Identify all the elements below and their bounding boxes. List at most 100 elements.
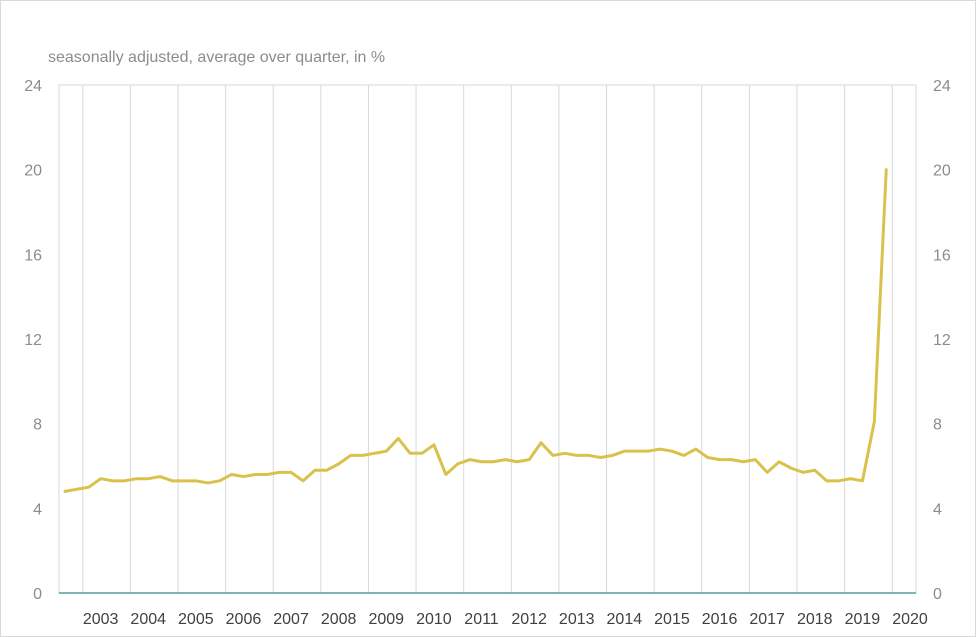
data-point: [563, 452, 567, 455]
data-point: [206, 481, 209, 485]
data-point: [147, 477, 150, 480]
data-point: [289, 471, 293, 474]
data-point: [706, 456, 709, 459]
data-point: [492, 460, 495, 463]
y-tick-right: 8: [933, 417, 942, 434]
data-point: [75, 488, 79, 491]
data-point: [694, 447, 697, 451]
y-tick-right: 4: [933, 501, 942, 518]
data-point: [599, 456, 602, 459]
data-point: [254, 473, 257, 476]
x-tick-label: 2012: [511, 611, 547, 628]
y-tick-right: 24: [933, 78, 951, 95]
data-point: [301, 479, 305, 483]
chart-subtitle: seasonally adjusted, average over quarte…: [48, 49, 385, 66]
data-point: [325, 469, 329, 472]
data-point: [516, 460, 519, 463]
data-point: [825, 479, 828, 483]
data-point: [837, 479, 840, 483]
x-tick-label: 2003: [83, 611, 119, 628]
x-tick-label: 2014: [607, 611, 643, 628]
data-point: [182, 479, 186, 483]
data-point: [468, 458, 471, 461]
data-point: [551, 454, 555, 457]
x-tick-label: 2005: [178, 611, 214, 628]
y-tick-right: 20: [933, 163, 951, 180]
data-point: [789, 466, 793, 470]
data-point: [230, 473, 233, 476]
x-tick-label: 2017: [749, 611, 785, 628]
y-tick-right: 16: [933, 247, 951, 264]
x-tick-label: 2019: [845, 611, 881, 628]
data-point: [801, 471, 805, 474]
data-point: [420, 452, 424, 455]
x-tick-label: 2008: [321, 611, 357, 628]
data-point: [861, 479, 864, 483]
x-tick-label: 2016: [702, 611, 738, 628]
data-point: [432, 443, 436, 447]
data-point: [504, 458, 507, 461]
data-point: [813, 469, 817, 472]
data-point: [754, 458, 757, 461]
data-point: [682, 454, 686, 457]
series-line-0: [63, 168, 888, 493]
data-point: [408, 452, 412, 455]
data-point: [63, 490, 67, 493]
data-point: [123, 479, 126, 483]
x-tick-label: 2011: [464, 611, 499, 628]
data-point: [777, 460, 781, 463]
y-tick-left: 20: [24, 163, 42, 180]
data-point: [313, 469, 317, 472]
data-point: [587, 454, 590, 457]
data-point: [849, 477, 852, 480]
data-point: [337, 462, 340, 466]
x-tick-label: 2010: [416, 611, 452, 628]
data-point: [539, 441, 543, 444]
data-point: [456, 462, 459, 466]
data-point: [87, 485, 90, 489]
data-point: [242, 475, 245, 478]
data-point: [575, 454, 578, 457]
x-tick-label: 2004: [130, 611, 166, 628]
data-point: [158, 475, 162, 478]
data-point: [266, 473, 269, 476]
data-point: [658, 447, 662, 451]
data-point: [873, 420, 876, 423]
data-point: [646, 449, 650, 453]
x-tick-label: 2006: [226, 611, 262, 628]
data-point: [111, 479, 114, 483]
x-tick-label: 2018: [797, 611, 833, 628]
data-point: [99, 477, 102, 480]
data-point: [766, 471, 769, 474]
y-tick-left: 0: [33, 586, 42, 603]
x-tick-label: 2020: [892, 611, 928, 628]
data-point: [444, 473, 448, 476]
data-point: [885, 168, 888, 171]
data-point: [635, 449, 638, 453]
data-point: [135, 477, 138, 480]
data-point: [278, 471, 281, 474]
data-point: [623, 449, 626, 453]
y-tick-left: 8: [33, 417, 42, 434]
data-point: [194, 479, 198, 483]
data-point: [349, 454, 352, 457]
data-point: [527, 458, 531, 461]
data-point: [397, 437, 400, 440]
data-point: [385, 449, 388, 453]
x-tick-label: 2007: [273, 611, 309, 628]
x-tick-label: 2009: [368, 611, 404, 628]
y-tick-left: 16: [24, 247, 42, 264]
y-tick-left: 4: [33, 501, 42, 518]
data-point: [670, 449, 674, 453]
x-tick-label: 2015: [654, 611, 690, 628]
data-point: [218, 479, 221, 483]
y-tick-right: 0: [933, 586, 942, 603]
data-point: [730, 458, 733, 461]
y-tick-left: 12: [24, 332, 42, 349]
data-point: [718, 458, 721, 461]
y-tick-left: 24: [24, 78, 42, 95]
data-point: [611, 454, 614, 457]
